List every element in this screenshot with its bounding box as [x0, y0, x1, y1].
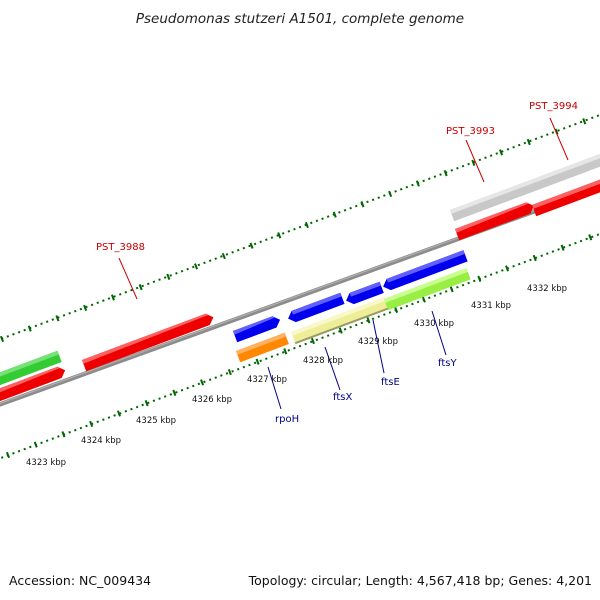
- scale-label: 4326 kbp: [192, 395, 232, 405]
- scale-major-tick: [532, 254, 537, 262]
- scale-major-tick: [366, 317, 371, 324]
- outer-major-tick: [443, 169, 448, 177]
- outer-major-ticks: [0, 118, 587, 343]
- gene-red-left[interactable]: [0, 365, 67, 404]
- scale-major-tick: [200, 379, 205, 386]
- scale-labels: 4323 kbp 4324 kbp 4325 kbp 4326 kbp 4327…: [26, 284, 567, 468]
- outer-major-tick: [0, 335, 5, 343]
- scale-label: 4330 kbp: [414, 319, 454, 329]
- outer-major-tick: [499, 149, 504, 156]
- gene-label-pst-3994[interactable]: PST_3994: [529, 101, 578, 112]
- scale-major-tick: [449, 285, 454, 293]
- outer-major-tick: [304, 221, 309, 229]
- gene-pst-3993[interactable]: [455, 200, 536, 241]
- outer-major-tick: [138, 284, 143, 291]
- scale-major-tick: [172, 389, 177, 396]
- scale-label: 4323 kbp: [26, 458, 66, 468]
- outer-tick-track: [0, 103, 600, 344]
- scale-major-ticks: [5, 234, 593, 459]
- gene-pst-3994[interactable]: [532, 173, 600, 217]
- outer-major-tick: [415, 180, 420, 187]
- map-title: Pseudomonas stutzeri A1501, complete gen…: [136, 11, 464, 27]
- gene-ftse[interactable]: [344, 281, 384, 307]
- outer-major-tick: [526, 138, 531, 146]
- scale-major-tick: [33, 441, 38, 448]
- gene-gray[interactable]: [450, 150, 600, 222]
- gene-green-left[interactable]: [0, 350, 62, 388]
- scale-major-tick: [283, 348, 288, 355]
- gene-blue-1[interactable]: [233, 314, 282, 343]
- outer-major-tick: [27, 325, 32, 332]
- gene-label-ftse[interactable]: ftsE: [381, 377, 400, 388]
- outer-major-tick: [582, 118, 587, 125]
- gene-blue-4[interactable]: [381, 250, 468, 292]
- scale-label: 4331 kbp: [471, 301, 511, 311]
- scale-major-tick: [227, 368, 232, 376]
- scale-label: 4329 kbp: [358, 337, 398, 347]
- scale-major-tick: [477, 275, 482, 282]
- scale-major-tick: [588, 234, 593, 241]
- outer-major-tick: [221, 252, 226, 260]
- outer-major-tick: [55, 315, 60, 322]
- gene-rpoh[interactable]: [236, 332, 289, 363]
- scale-major-tick: [310, 337, 315, 345]
- scale-major-tick: [144, 400, 149, 407]
- outer-major-tick: [332, 211, 337, 218]
- gene-blue-2[interactable]: [286, 292, 345, 325]
- topology-text: Topology: circular; Length: 4,567,418 bp…: [248, 573, 592, 588]
- gene-features: [0, 150, 600, 404]
- scale-label: 4328 kbp: [303, 356, 343, 366]
- scale-major-tick: [560, 244, 565, 251]
- scale-label: 4332 kbp: [527, 284, 567, 294]
- outer-major-tick: [277, 232, 282, 239]
- scale-major-tick: [61, 431, 66, 438]
- gene-ftsy[interactable]: [384, 268, 471, 311]
- outer-major-tick: [110, 294, 115, 301]
- gene-label-pst-3988[interactable]: PST_3988: [96, 242, 145, 253]
- label-leaders: [118, 117, 569, 410]
- outer-major-tick: [360, 201, 365, 208]
- gene-labels: PST_3988 PST_3993 PST_3994 rpoH ftsX fts…: [96, 101, 578, 425]
- outer-major-tick: [83, 304, 88, 312]
- scale-major-tick: [338, 327, 343, 334]
- scale-label: 4327 kbp: [247, 375, 287, 385]
- scale-major-tick: [116, 410, 121, 417]
- gene-pst-3988[interactable]: [82, 312, 215, 372]
- scale-major-tick: [255, 358, 260, 365]
- outer-major-tick: [471, 159, 476, 166]
- accession-text: Accession: NC_009434: [9, 573, 151, 588]
- scale-label: 4324 kbp: [81, 436, 121, 446]
- scale-tick-track: [0, 222, 600, 463]
- gene-label-pst-3993[interactable]: PST_3993: [446, 126, 495, 137]
- outer-major-tick: [194, 263, 199, 270]
- outer-major-tick: [166, 273, 171, 280]
- gene-label-rpoh[interactable]: rpoH: [275, 414, 299, 425]
- scale-major-tick: [421, 296, 426, 303]
- scale-major-tick: [394, 306, 399, 314]
- scale-label: 4325 kbp: [136, 416, 176, 426]
- scale-major-tick: [5, 451, 11, 459]
- gene-label-ftsy[interactable]: ftsY: [438, 358, 457, 369]
- gene-ftsx[interactable]: [291, 296, 390, 345]
- scale-major-tick: [89, 420, 94, 428]
- gene-label-ftsx[interactable]: ftsX: [333, 392, 352, 403]
- outer-major-tick: [249, 242, 254, 249]
- scale-major-tick: [505, 265, 510, 272]
- outer-major-tick: [388, 190, 393, 198]
- outer-major-tick: [554, 128, 559, 135]
